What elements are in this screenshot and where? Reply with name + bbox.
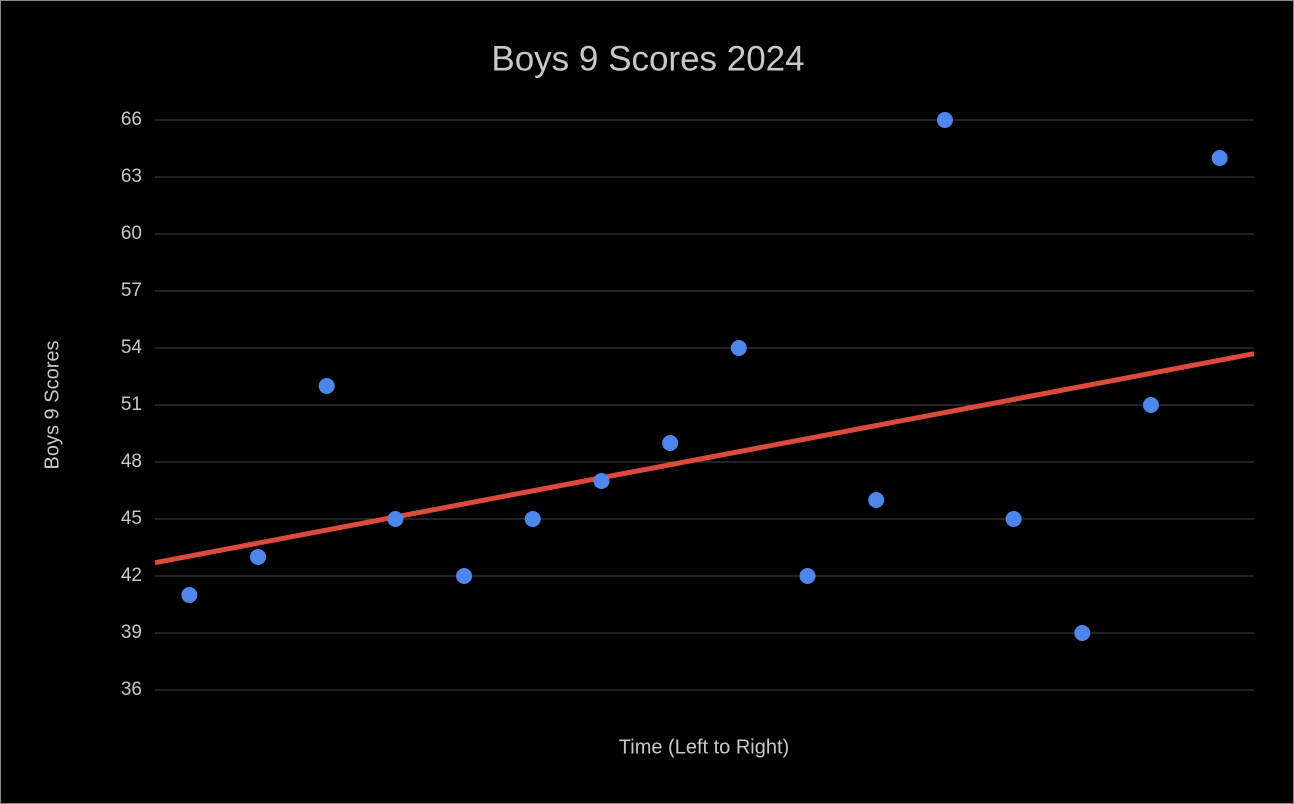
y-tick-label: 60: [121, 223, 142, 244]
data-point: [799, 568, 816, 584]
data-point: [1074, 625, 1091, 641]
y-tick-label: 66: [121, 109, 142, 130]
data-point: [250, 549, 267, 565]
y-tick-label: 48: [121, 451, 142, 472]
data-point: [1005, 511, 1022, 527]
data-point: [868, 492, 885, 508]
data-point: [936, 112, 953, 128]
data-point: [1211, 150, 1228, 166]
data-point: [730, 340, 747, 356]
data-point: [181, 587, 198, 603]
y-tick-label: 39: [121, 622, 142, 643]
y-tick-label: 51: [121, 394, 142, 415]
y-tick-label: 57: [121, 280, 142, 301]
data-point: [593, 473, 610, 489]
data-point: [387, 511, 404, 527]
chart-title: Boys 9 Scores 2024: [491, 39, 804, 78]
y-tick-label: 45: [121, 508, 142, 529]
x-axis-label: Time (Left to Right): [619, 736, 789, 758]
data-point: [456, 568, 473, 584]
y-tick-label: 42: [121, 565, 142, 586]
y-axis-label: Boys 9 Scores: [41, 341, 63, 470]
data-point: [524, 511, 541, 527]
y-tick-label: 63: [121, 166, 142, 187]
data-point: [318, 378, 335, 394]
y-tick-label: 36: [121, 679, 142, 700]
data-point: [1142, 397, 1159, 413]
trendline: [154, 351, 1255, 566]
y-tick-label: 54: [121, 337, 143, 358]
data-point: [662, 435, 679, 451]
